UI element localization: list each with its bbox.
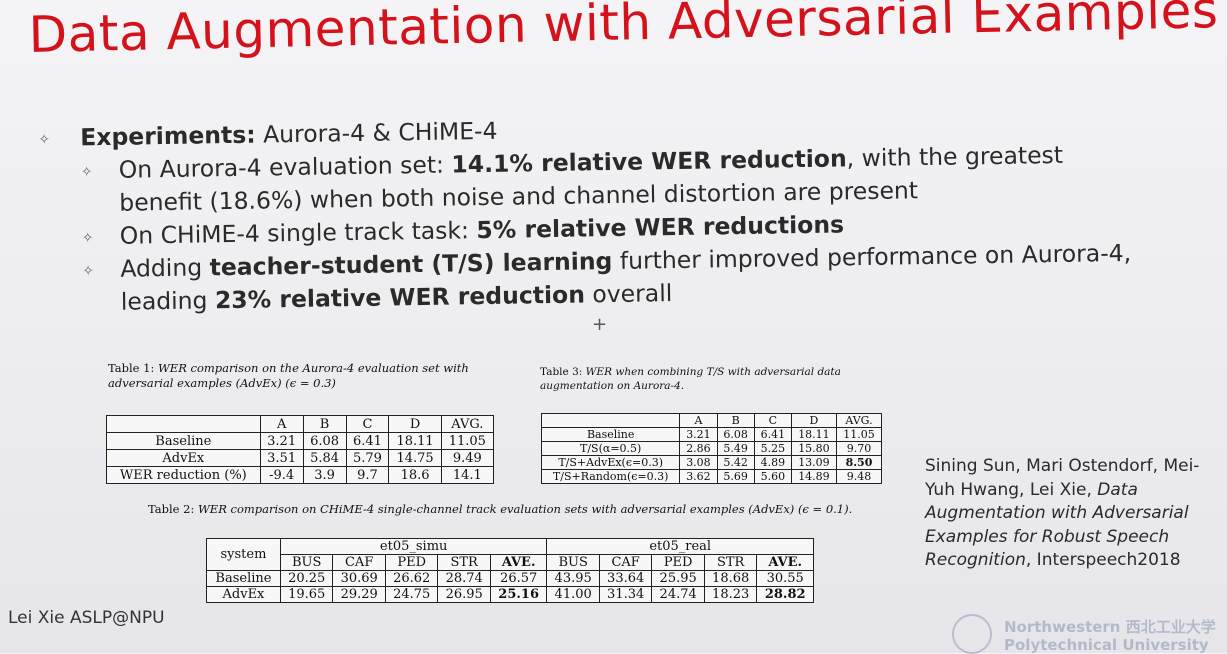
table-subheader-row: BUS CAF PED STR AVE. BUS CAF PED STR AVE… [207,554,814,571]
logo-line2: Polytechnical University [1004,636,1209,654]
table-row: T/S(α=0.5) 2.86 5.49 5.25 15.80 9.70 [540,441,883,456]
table2-caption: Table 2: WER comparison on CHiME-4 singl… [148,502,853,516]
table-row: T/S+Random(ϵ=0.3) 3.62 5.69 5.60 14.89 9… [540,469,883,484]
logo-line1: Northwestern 西北工业大学 [1004,618,1216,636]
table3: A B C D AVG. Baseline 3.21 6.08 6.41 18.… [540,413,883,484]
footer-author: Lei Xie ASLP@NPU [8,608,165,628]
table-row: Baseline 20.25 30.69 26.62 28.74 26.57 4… [206,570,814,587]
university-logo: Northwestern 西北工业大学 Polytechnical Univer… [952,612,1227,654]
table-row: AdvEx 19.65 29.29 24.75 26.95 25.16 41.0… [206,586,814,603]
table-header-row: A B C D AVG. [540,413,883,428]
diamond-bullet-icon: ✧ [81,230,94,247]
slide-title: Data Augmentation with Adversarial Examp… [28,0,1219,64]
table-row: AdvEx 3.51 5.84 5.79 14.75 9.49 [106,449,495,467]
table-header-row: system et05_simu et05_real [206,538,814,571]
table-row: Baseline 3.21 6.08 6.41 18.11 11.05 [106,432,495,450]
diamond-bullet-icon: ✧ [38,131,51,148]
bullet-list: ✧ Experiments: Aurora-4 & CHiME-4 ✧ On A… [38,104,1211,320]
table-row: T/S+AdvEx(ϵ=0.3) 3.08 5.42 4.89 13.09 8.… [540,455,883,470]
plus-cursor-icon: + [592,314,608,335]
table3-caption: Table 3: WER when combining T/S with adv… [540,366,841,392]
table-row: WER reduction (%) -9.4 3.9 9.7 18.6 14.1 [106,466,495,484]
table2: system et05_simu et05_real BUS CAF PED S… [206,538,814,603]
citation: Sining Sun, Mari Ostendorf, Mei-Yuh Hwan… [925,456,1200,570]
table1-caption: Table 1: WER comparison on the Aurora-4 … [108,361,469,390]
table-row: Baseline 3.21 6.08 6.41 18.11 11.05 [540,427,883,442]
diamond-bullet-icon: ✧ [82,263,95,280]
diamond-bullet-icon: ✧ [80,164,93,181]
table1: A B C D AVG. Baseline 3.21 6.08 6.41 18.… [106,415,495,484]
university-emblem-icon [952,614,992,654]
table-header-row: A B C D AVG. [106,415,495,433]
